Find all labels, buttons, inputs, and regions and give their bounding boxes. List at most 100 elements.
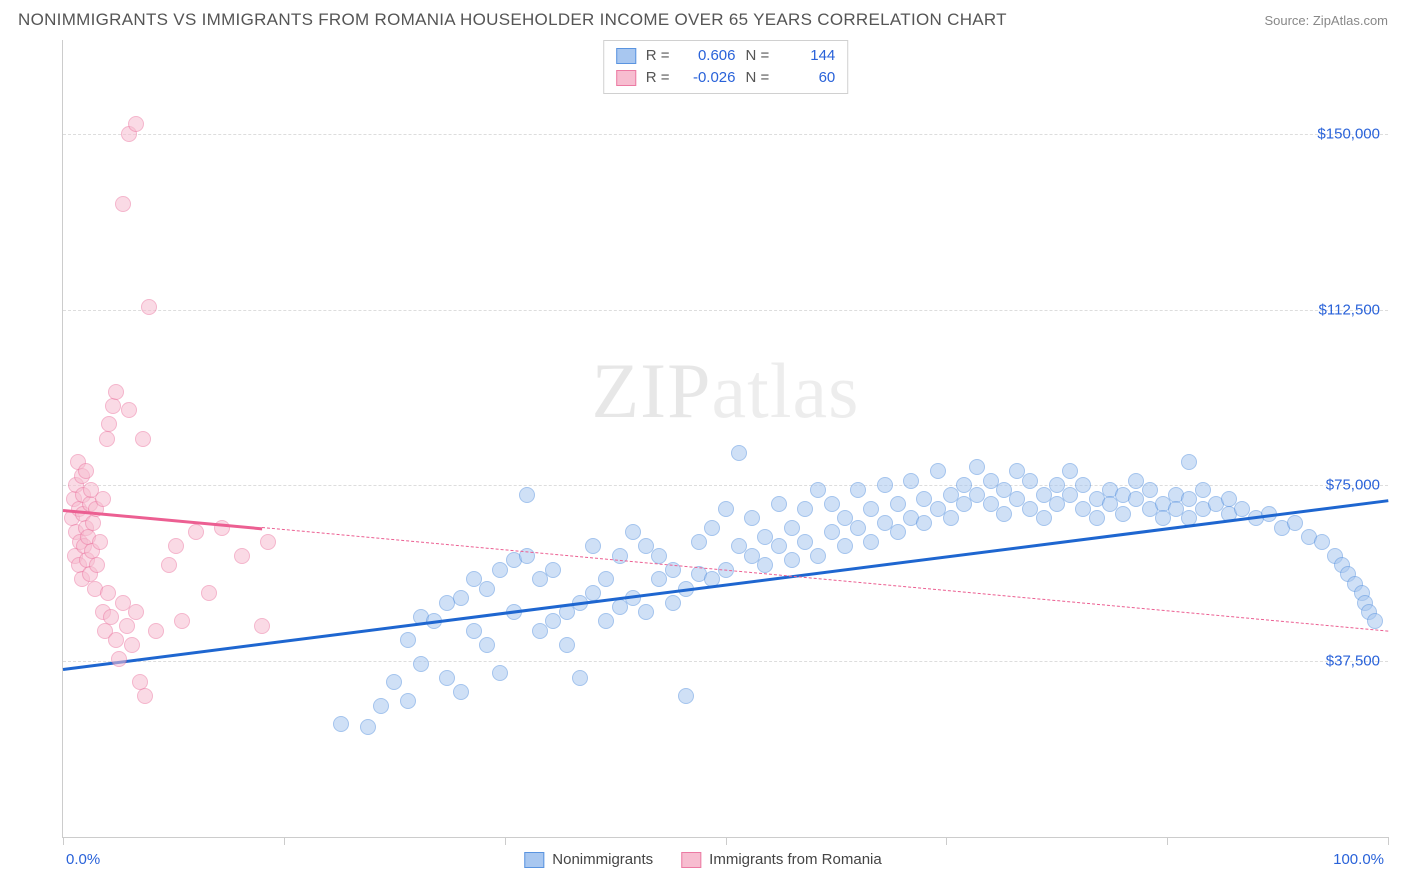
r-value: 0.606 xyxy=(680,45,736,67)
data-point xyxy=(260,534,276,550)
data-point xyxy=(704,520,720,536)
gridline xyxy=(63,485,1388,486)
x-tick xyxy=(505,837,506,845)
data-point xyxy=(95,491,111,507)
data-point xyxy=(771,538,787,554)
data-point xyxy=(797,501,813,517)
data-point xyxy=(863,501,879,517)
y-tick-label: $112,500 xyxy=(1319,301,1380,318)
data-point xyxy=(943,510,959,526)
data-point xyxy=(585,538,601,554)
data-point xyxy=(453,684,469,700)
x-tick xyxy=(726,837,727,845)
data-point xyxy=(1314,534,1330,550)
data-point xyxy=(665,595,681,611)
data-point xyxy=(111,651,127,667)
data-point xyxy=(333,716,349,732)
data-point xyxy=(453,590,469,606)
n-label: N = xyxy=(746,67,770,89)
data-point xyxy=(651,548,667,564)
data-point xyxy=(413,656,429,672)
legend-swatch xyxy=(616,70,636,86)
data-point xyxy=(101,416,117,432)
x-max-label: 100.0% xyxy=(1333,851,1384,868)
data-point xyxy=(1142,482,1158,498)
data-point xyxy=(479,581,495,597)
data-point xyxy=(877,477,893,493)
y-tick-label: $75,000 xyxy=(1326,477,1380,494)
gridline xyxy=(63,310,1388,311)
data-point xyxy=(930,463,946,479)
data-point xyxy=(135,431,151,447)
data-point xyxy=(400,632,416,648)
data-point xyxy=(92,534,108,550)
data-point xyxy=(850,520,866,536)
data-point xyxy=(731,445,747,461)
data-point xyxy=(141,299,157,315)
legend-swatch xyxy=(616,48,636,64)
data-point xyxy=(115,196,131,212)
data-point xyxy=(996,506,1012,522)
data-point xyxy=(1115,506,1131,522)
legend-swatch xyxy=(524,852,544,868)
data-point xyxy=(810,548,826,564)
chart-container: Householder Income Over 65 years ZIPatla… xyxy=(18,40,1388,872)
data-point xyxy=(969,459,985,475)
data-point xyxy=(691,534,707,550)
data-point xyxy=(78,463,94,479)
data-point xyxy=(479,637,495,653)
data-point xyxy=(598,571,614,587)
data-point xyxy=(784,552,800,568)
data-point xyxy=(99,431,115,447)
data-point xyxy=(373,698,389,714)
data-point xyxy=(103,609,119,625)
data-point xyxy=(400,693,416,709)
legend-swatch xyxy=(681,852,701,868)
gridline xyxy=(63,661,1388,662)
n-value: 60 xyxy=(779,67,835,89)
x-tick xyxy=(1167,837,1168,845)
legend-label: Immigrants from Romania xyxy=(709,851,882,868)
data-point xyxy=(254,618,270,634)
data-point xyxy=(559,637,575,653)
data-point xyxy=(466,623,482,639)
data-point xyxy=(1367,613,1383,629)
data-point xyxy=(188,524,204,540)
data-point xyxy=(386,674,402,690)
x-tick xyxy=(1388,837,1389,845)
data-point xyxy=(744,510,760,526)
data-point xyxy=(1036,510,1052,526)
data-point xyxy=(100,585,116,601)
x-min-label: 0.0% xyxy=(66,851,100,868)
data-point xyxy=(161,557,177,573)
trend-line xyxy=(63,499,1388,671)
data-point xyxy=(201,585,217,601)
data-point xyxy=(108,632,124,648)
data-point xyxy=(108,384,124,400)
data-point xyxy=(128,116,144,132)
data-point xyxy=(128,604,144,620)
data-point xyxy=(1022,473,1038,489)
legend-row: R =0.606N =144 xyxy=(616,45,836,67)
series-legend: NonimmigrantsImmigrants from Romania xyxy=(524,851,881,868)
data-point xyxy=(234,548,250,564)
data-point xyxy=(757,557,773,573)
x-tick xyxy=(284,837,285,845)
y-tick-label: $150,000 xyxy=(1317,125,1380,142)
x-tick xyxy=(946,837,947,845)
watermark: ZIPatlas xyxy=(592,346,860,436)
data-point xyxy=(1181,454,1197,470)
n-label: N = xyxy=(746,45,770,67)
data-point xyxy=(718,501,734,517)
data-point xyxy=(797,534,813,550)
data-point xyxy=(625,524,641,540)
data-point xyxy=(850,482,866,498)
y-tick-label: $37,500 xyxy=(1326,653,1380,670)
data-point xyxy=(214,520,230,536)
data-point xyxy=(439,670,455,686)
data-point xyxy=(863,534,879,550)
r-label: R = xyxy=(646,67,670,89)
n-value: 144 xyxy=(779,45,835,67)
r-value: -0.026 xyxy=(680,67,736,89)
data-point xyxy=(572,670,588,686)
